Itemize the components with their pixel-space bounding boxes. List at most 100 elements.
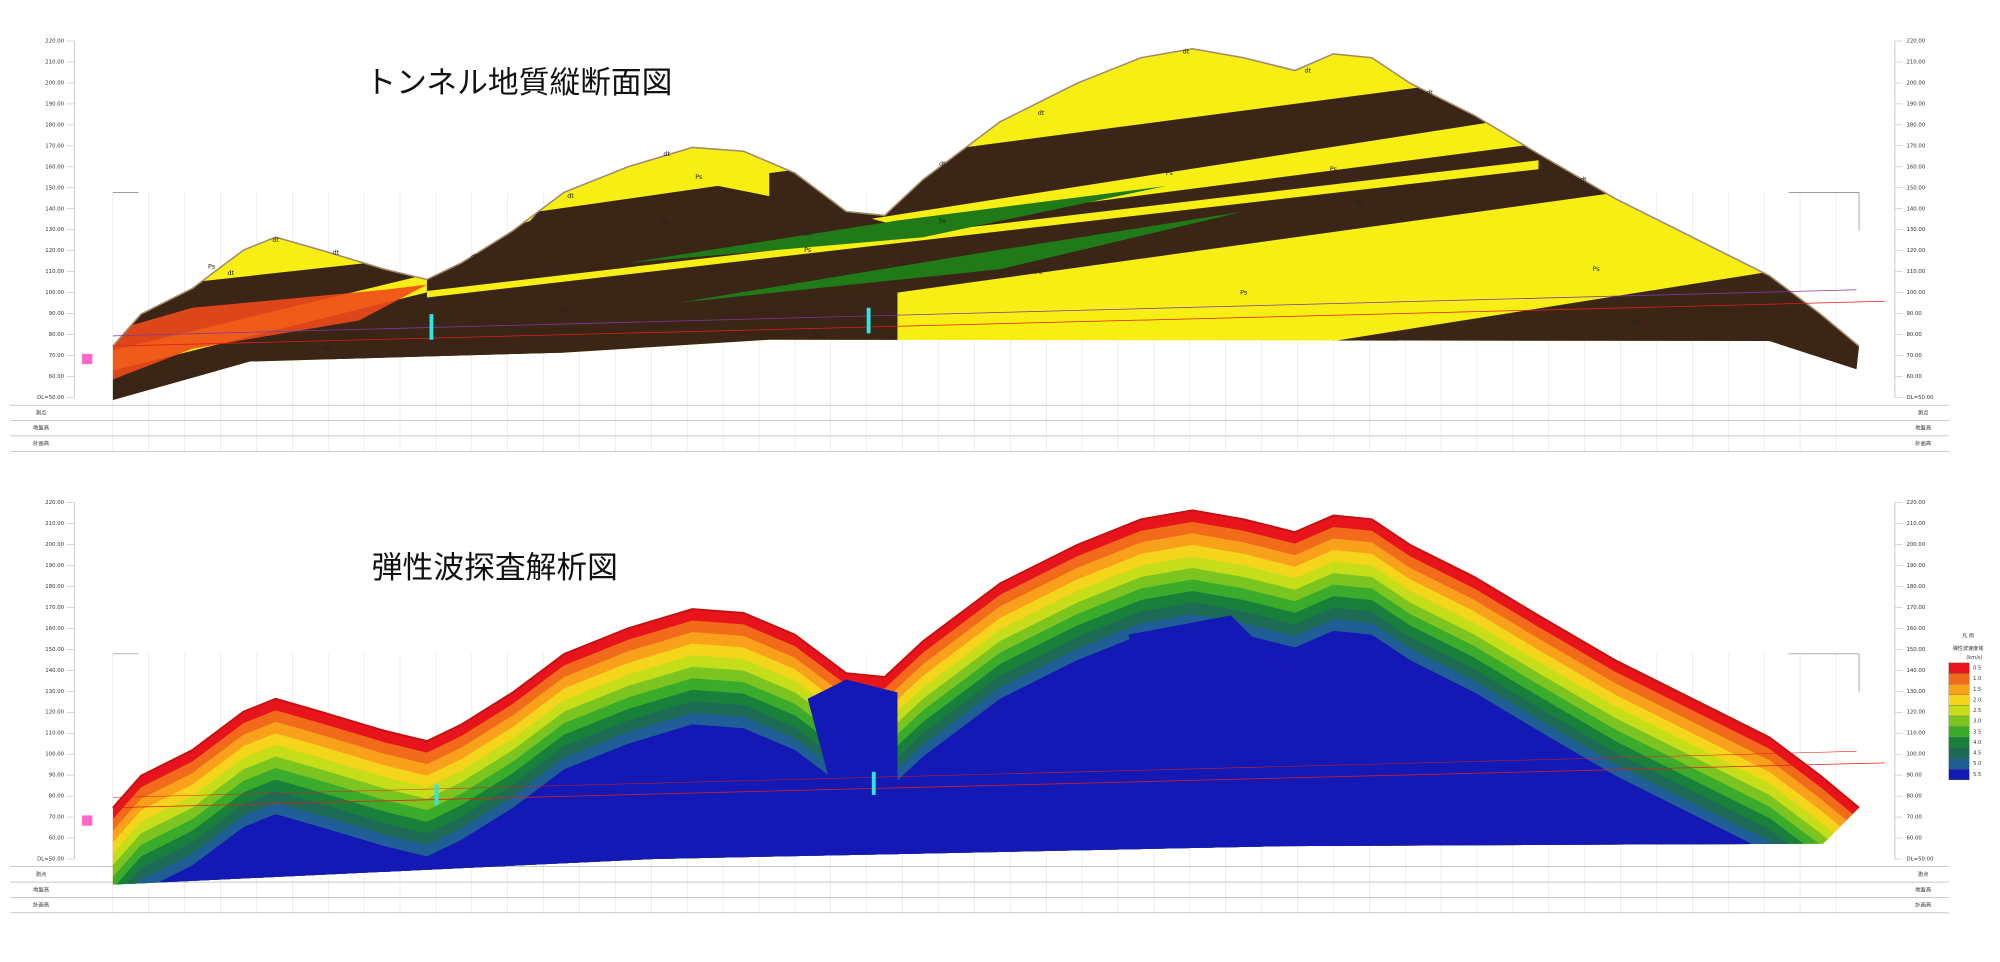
elevation-label: 60.00: [49, 836, 65, 842]
elevation-label: 170.00: [1906, 143, 1925, 149]
elevation-label: 210.00: [45, 521, 64, 527]
geology-label: dt: [1038, 109, 1045, 117]
borehole: [429, 314, 434, 340]
elevation-label: 150.00: [45, 647, 64, 653]
geology-label: Ss: [804, 229, 812, 237]
geology-label: Ps: [661, 218, 669, 226]
row-header: 測点: [36, 408, 47, 416]
elevation-label: 150.00: [1906, 647, 1925, 653]
elevation-label: 70.00: [1906, 815, 1922, 821]
geology-label: Ps: [1593, 265, 1601, 273]
elevation-label: 90.00: [49, 311, 65, 317]
geology-label: dt: [1580, 175, 1587, 183]
elevation-label: 80.00: [1906, 332, 1922, 338]
layer: [628, 185, 1167, 263]
elevation-label: 150.00: [45, 185, 64, 191]
layer: [679, 211, 1244, 303]
geology-label: Ps: [1330, 165, 1338, 173]
plan-line: [112, 289, 1857, 337]
elevation-label: 190.00: [45, 101, 64, 107]
elevation-label: DL=50.00: [1906, 857, 1934, 863]
legend-label: 2.0: [1973, 697, 1981, 703]
elevation-label: 200.00: [1906, 542, 1925, 548]
ground-line: [112, 47, 1860, 347]
elevation-label: 170.00: [45, 605, 64, 611]
row-header: 測点: [1918, 408, 1929, 416]
elevation-label: 60.00: [1906, 836, 1922, 842]
row-header: 地盤高: [1915, 885, 1932, 893]
plan-line: [112, 300, 1885, 347]
row-header: 地盤高: [1915, 424, 1932, 432]
borehole: [866, 307, 871, 334]
elevation-label: 210.00: [1906, 59, 1925, 65]
elevation-label: 160.00: [1906, 626, 1925, 632]
geology-label: Ps: [1038, 211, 1046, 219]
legend-label: 1.0: [1973, 676, 1981, 682]
elevation-label: 210.00: [1906, 521, 1925, 527]
elevation-label: 120.00: [1906, 710, 1925, 716]
row-header: 地盤高: [33, 885, 50, 893]
elevation-label: 120.00: [45, 710, 64, 716]
elevation-label: 160.00: [45, 626, 64, 632]
elevation-label: 180.00: [45, 122, 64, 128]
elevation-label: 100.00: [45, 752, 64, 758]
elevation-label: 110.00: [1906, 731, 1925, 737]
geology-label: Ps: [323, 345, 331, 353]
panel-title: トンネル地質縦断面図: [365, 65, 672, 101]
row-header: 計画高: [33, 901, 50, 909]
geology-label: dt: [272, 236, 279, 244]
elevation-label: 180.00: [45, 584, 64, 590]
legend-label: 3.5: [1973, 729, 1981, 735]
geology-label: dt: [471, 252, 478, 260]
elevation-label: 80.00: [49, 332, 65, 338]
geology-label: dt: [227, 269, 234, 277]
layer: [1333, 271, 1860, 385]
elevation-label: 140.00: [45, 206, 64, 212]
legend-unit: (km/s): [1966, 655, 1982, 661]
legend-swatch: [1948, 705, 1970, 717]
legend-label: 2.5: [1973, 708, 1981, 714]
geology-label: Ss: [939, 217, 947, 225]
geology-label: dt: [333, 249, 340, 257]
legend-title: 凡 例: [1962, 632, 1974, 639]
legend-swatch: [1948, 673, 1970, 685]
plan-line: [112, 751, 1857, 798]
elevation-label: 110.00: [45, 269, 64, 275]
elevation-label: 160.00: [45, 164, 64, 170]
geology-label: Ps: [1240, 288, 1248, 296]
legend-swatch: [1948, 737, 1970, 749]
elevation-label: 90.00: [1906, 311, 1922, 317]
geology-label: Ps: [208, 263, 216, 271]
elevation-label: 60.00: [1906, 374, 1922, 380]
legend-swatch: [1948, 684, 1970, 695]
elevation-label: 120.00: [1906, 248, 1925, 254]
legend-label: 0.5: [1973, 665, 1981, 671]
elevation-label: 220.00: [45, 39, 64, 45]
elevation-label: 80.00: [1906, 794, 1922, 800]
layer: [769, 71, 1552, 235]
elevation-label: 170.00: [45, 143, 64, 149]
elevation-label: 180.00: [1906, 122, 1925, 128]
row-header: 測点: [36, 870, 47, 878]
velocity-band: [807, 679, 898, 860]
legend-label: 3.0: [1973, 719, 1981, 725]
elevation-label: 120.00: [45, 248, 64, 254]
velocity-band: [1128, 615, 1283, 860]
legend-label: 4.0: [1973, 740, 1981, 746]
geology-label: Ps: [1166, 169, 1174, 177]
elevation-label: DL=50.00: [37, 395, 65, 401]
elevation-label: 90.00: [1906, 773, 1922, 779]
portal: [82, 353, 93, 365]
legend-swatch: [1948, 726, 1970, 738]
legend-swatch: [1948, 769, 1970, 781]
geology-label: dt: [1183, 47, 1190, 55]
geology-label: dt: [567, 192, 574, 200]
elevation-label: 130.00: [45, 227, 64, 233]
layer: [426, 160, 1539, 298]
geology-label: dt: [1304, 67, 1311, 75]
elevation-label: 220.00: [1906, 500, 1925, 506]
elevation-label: 140.00: [1906, 206, 1925, 212]
elevation-label: 60.00: [49, 374, 65, 380]
